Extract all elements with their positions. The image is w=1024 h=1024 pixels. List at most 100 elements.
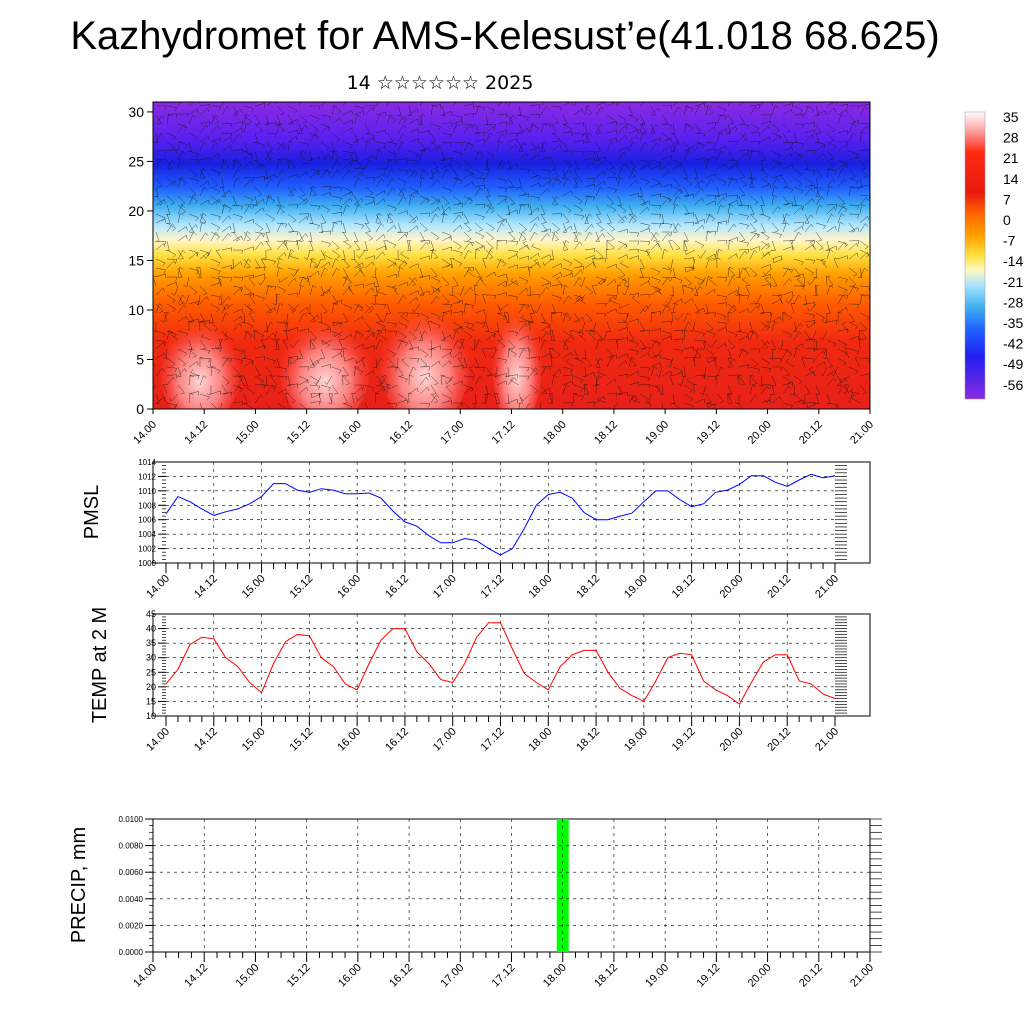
wind-barb-flag (392, 263, 397, 267)
wind-barb (375, 234, 384, 242)
wind-barb (199, 121, 210, 125)
wind-barb (342, 240, 352, 247)
wind-barb (716, 132, 721, 143)
wind-barb-flag (657, 271, 661, 276)
wind-barb (738, 249, 749, 251)
wind-barb-flag (723, 182, 727, 186)
wind-barb (797, 279, 806, 287)
wind-barb (628, 129, 639, 134)
wind-barb (716, 240, 727, 242)
wind-barb (771, 206, 779, 215)
wind-barb (243, 246, 254, 251)
wind-barb-flag (490, 249, 494, 253)
wind-barb-flag (823, 144, 826, 148)
wind-barb-flag (306, 278, 310, 283)
wind-barb-flag (538, 104, 541, 109)
wind-barb-flag (228, 233, 231, 237)
wind-barb (430, 179, 438, 188)
x-tick-label: 14.00 (131, 419, 159, 447)
wind-barb (243, 312, 246, 323)
wind-barb-flag (666, 138, 671, 142)
wind-barb-flag (823, 261, 826, 266)
wind-barb (529, 168, 538, 176)
wind-barb-flag (678, 106, 682, 111)
wind-barb-flag (171, 292, 175, 296)
wind-barb-flag (312, 285, 317, 288)
wind-barb (342, 231, 349, 241)
wind-barb-flag (753, 220, 758, 223)
wind-barb-flag (240, 321, 245, 324)
wind-barb-flag (321, 222, 326, 224)
wind-barb-flag (377, 288, 381, 293)
wind-barb-flag (736, 276, 741, 279)
wind-barb-flag (208, 320, 211, 325)
wind-barb-flag (460, 180, 463, 184)
wind-barb-flag (173, 260, 176, 265)
wind-barb (320, 303, 328, 313)
wind-barb (771, 161, 779, 170)
wind-barb-flag (291, 310, 296, 313)
wind-barb-flag (246, 239, 251, 242)
wind-barb (507, 138, 518, 143)
wind-barb (353, 303, 364, 309)
wind-barb-flag (450, 122, 453, 127)
wind-barb (320, 204, 330, 211)
wind-barb (485, 123, 496, 126)
wind-barb-flag (499, 167, 504, 170)
wind-barb (397, 260, 405, 269)
wind-barb-flag (183, 182, 187, 186)
wind-barb-flag (802, 285, 805, 290)
wind-barb-flag (226, 106, 230, 110)
wind-barb-flag (294, 188, 297, 192)
wind-barb (584, 161, 593, 170)
wind-barb-flag (852, 122, 856, 125)
wind-barb (408, 169, 416, 179)
wind-barb (210, 199, 220, 206)
wind-barb (815, 204, 820, 215)
wind-barb-flag (368, 310, 373, 313)
wind-barb (738, 186, 746, 196)
wind-barb-flag (823, 225, 826, 230)
wind-barb (408, 263, 419, 269)
wind-barb (848, 285, 859, 289)
wind-barb-flag (823, 153, 826, 158)
wind-barb (185, 294, 190, 305)
wind-barb-flag (274, 133, 277, 138)
wind-barb-flag (234, 159, 239, 162)
x-tick-label: 20.00 (718, 573, 746, 601)
wind-barb-flag (303, 276, 307, 280)
wind-barb (573, 231, 579, 242)
wind-barb (353, 204, 359, 215)
wind-barb (760, 136, 770, 143)
wind-barb-flag (302, 150, 306, 154)
wind-barb (760, 150, 766, 161)
wind-barb-flag (746, 225, 749, 229)
wind-barb (166, 195, 175, 203)
wind-barb (727, 303, 737, 311)
wind-barb-flag (565, 221, 570, 224)
wind-barb (342, 222, 347, 233)
wind-barb-flag (197, 276, 202, 279)
wind-barb-flag (383, 143, 387, 148)
wind-barb-flag (466, 268, 471, 272)
wind-barb (397, 258, 408, 264)
wind-barb-flag (416, 225, 419, 230)
wind-barb (375, 178, 382, 188)
wind-barb-flag (262, 199, 265, 204)
wind-barb-flag (448, 206, 452, 211)
wind-barb (155, 303, 164, 312)
wind-barb (463, 321, 474, 325)
wind-barb-flag (844, 209, 848, 213)
wind-barb-flag (601, 160, 605, 165)
wind-barb (815, 285, 818, 296)
wind-barb-flag (655, 232, 659, 236)
wind-barb-flag (502, 284, 506, 287)
wind-barb (210, 258, 221, 264)
wind-barb (694, 276, 705, 281)
wind-barb (320, 125, 329, 134)
wind-barb (859, 312, 870, 318)
wind-barb (342, 191, 353, 197)
wind-barb-flag (346, 204, 350, 208)
wind-barb-flag (202, 221, 207, 224)
